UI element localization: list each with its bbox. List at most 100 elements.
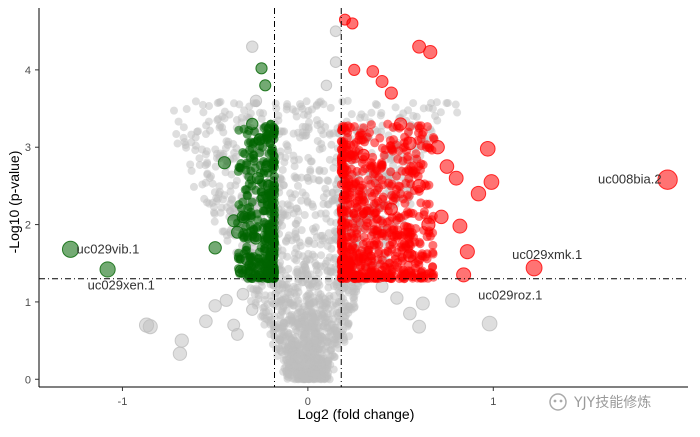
up-point [346, 17, 359, 30]
up-point [419, 207, 429, 217]
ns-point [278, 280, 287, 289]
annotation-label: uc029xen.1 [88, 277, 155, 292]
ns-point [215, 98, 224, 107]
ns-points-layer [138, 25, 498, 384]
ns-point [169, 106, 178, 115]
ns-point [334, 286, 343, 295]
ns-point [229, 154, 238, 163]
up-point [411, 149, 421, 159]
ns-point [230, 99, 239, 108]
x-tick-label: -1 [118, 396, 128, 408]
ns-point [195, 154, 204, 163]
ns-point [194, 127, 203, 136]
ns-point [310, 330, 319, 339]
ns-point [347, 110, 356, 119]
up-point [398, 194, 408, 204]
ns-point [326, 103, 335, 112]
up-point [382, 264, 392, 274]
annotation-label: uc008bia.2 [598, 172, 662, 187]
up-point [375, 229, 385, 239]
up-point [386, 167, 396, 177]
up-point [428, 249, 438, 259]
ns-point [399, 109, 408, 118]
up-point [377, 143, 387, 153]
ns-point [319, 100, 328, 109]
up-point [338, 191, 348, 201]
ns-point [324, 200, 333, 209]
watermark-text: YJY技能修炼 [574, 395, 652, 411]
ns-point [210, 188, 219, 197]
down-point [258, 206, 268, 216]
ns-point [332, 302, 341, 311]
up-point [386, 144, 396, 154]
up-point [344, 262, 354, 272]
ns-point [294, 155, 303, 164]
down-point [227, 214, 241, 228]
axes-layer: -1 0 1 0 1 2 3 4 [25, 8, 688, 408]
up-point [376, 259, 386, 269]
ns-point [298, 270, 307, 279]
ns-point [289, 129, 298, 138]
down-point [233, 166, 243, 176]
up-point [348, 63, 361, 76]
ns-point [298, 104, 307, 113]
ns-point [305, 275, 314, 284]
ns-point [324, 177, 333, 186]
ns-point [309, 353, 318, 362]
ns-point [298, 278, 307, 287]
ns-point [201, 150, 210, 159]
annotation-label: uc029xmk.1 [512, 247, 582, 262]
ns-point [282, 237, 291, 246]
up-point [525, 259, 543, 277]
ns-point [294, 299, 303, 308]
y-tick-label: 0 [25, 374, 31, 386]
up-point [384, 273, 394, 283]
up-point [404, 127, 414, 137]
ns-point [293, 319, 302, 328]
up-point [366, 120, 376, 130]
ns-point [301, 329, 310, 338]
ns-point [226, 206, 235, 215]
down-point [254, 260, 264, 270]
ns-point [189, 182, 198, 191]
ns-point [403, 306, 417, 321]
ns-point [280, 364, 289, 373]
down-point [255, 62, 268, 75]
ns-point [453, 108, 462, 117]
up-point [354, 192, 364, 202]
ns-point [412, 319, 427, 334]
ns-point [315, 176, 324, 185]
up-point [434, 209, 449, 225]
ns-point [276, 297, 285, 306]
ns-point [230, 327, 244, 341]
annotation-label: uc029roz.1 [478, 288, 542, 303]
ns-point [329, 163, 338, 172]
ns-point [287, 316, 296, 325]
ns-point [246, 303, 259, 316]
down-point [266, 249, 279, 262]
up-point [412, 178, 427, 193]
ns-point [182, 105, 191, 114]
ns-point [360, 113, 369, 122]
ns-point [302, 131, 311, 140]
up-point [384, 178, 394, 188]
ns-point [323, 297, 332, 306]
ns-point [208, 299, 222, 313]
ns-point [279, 336, 288, 345]
x-tick-label: 1 [490, 396, 496, 408]
ns-point [292, 220, 301, 229]
ns-point [329, 25, 342, 38]
ns-point [309, 174, 318, 183]
up-point [657, 169, 678, 190]
ns-point [323, 318, 332, 327]
ns-point [451, 100, 460, 109]
up-point [420, 252, 430, 262]
up-point [430, 140, 445, 155]
ns-point [324, 229, 333, 238]
ns-point [211, 145, 220, 154]
ns-point [445, 292, 460, 308]
ns-point [291, 229, 300, 238]
ns-point [283, 211, 292, 220]
down-point [247, 197, 257, 207]
